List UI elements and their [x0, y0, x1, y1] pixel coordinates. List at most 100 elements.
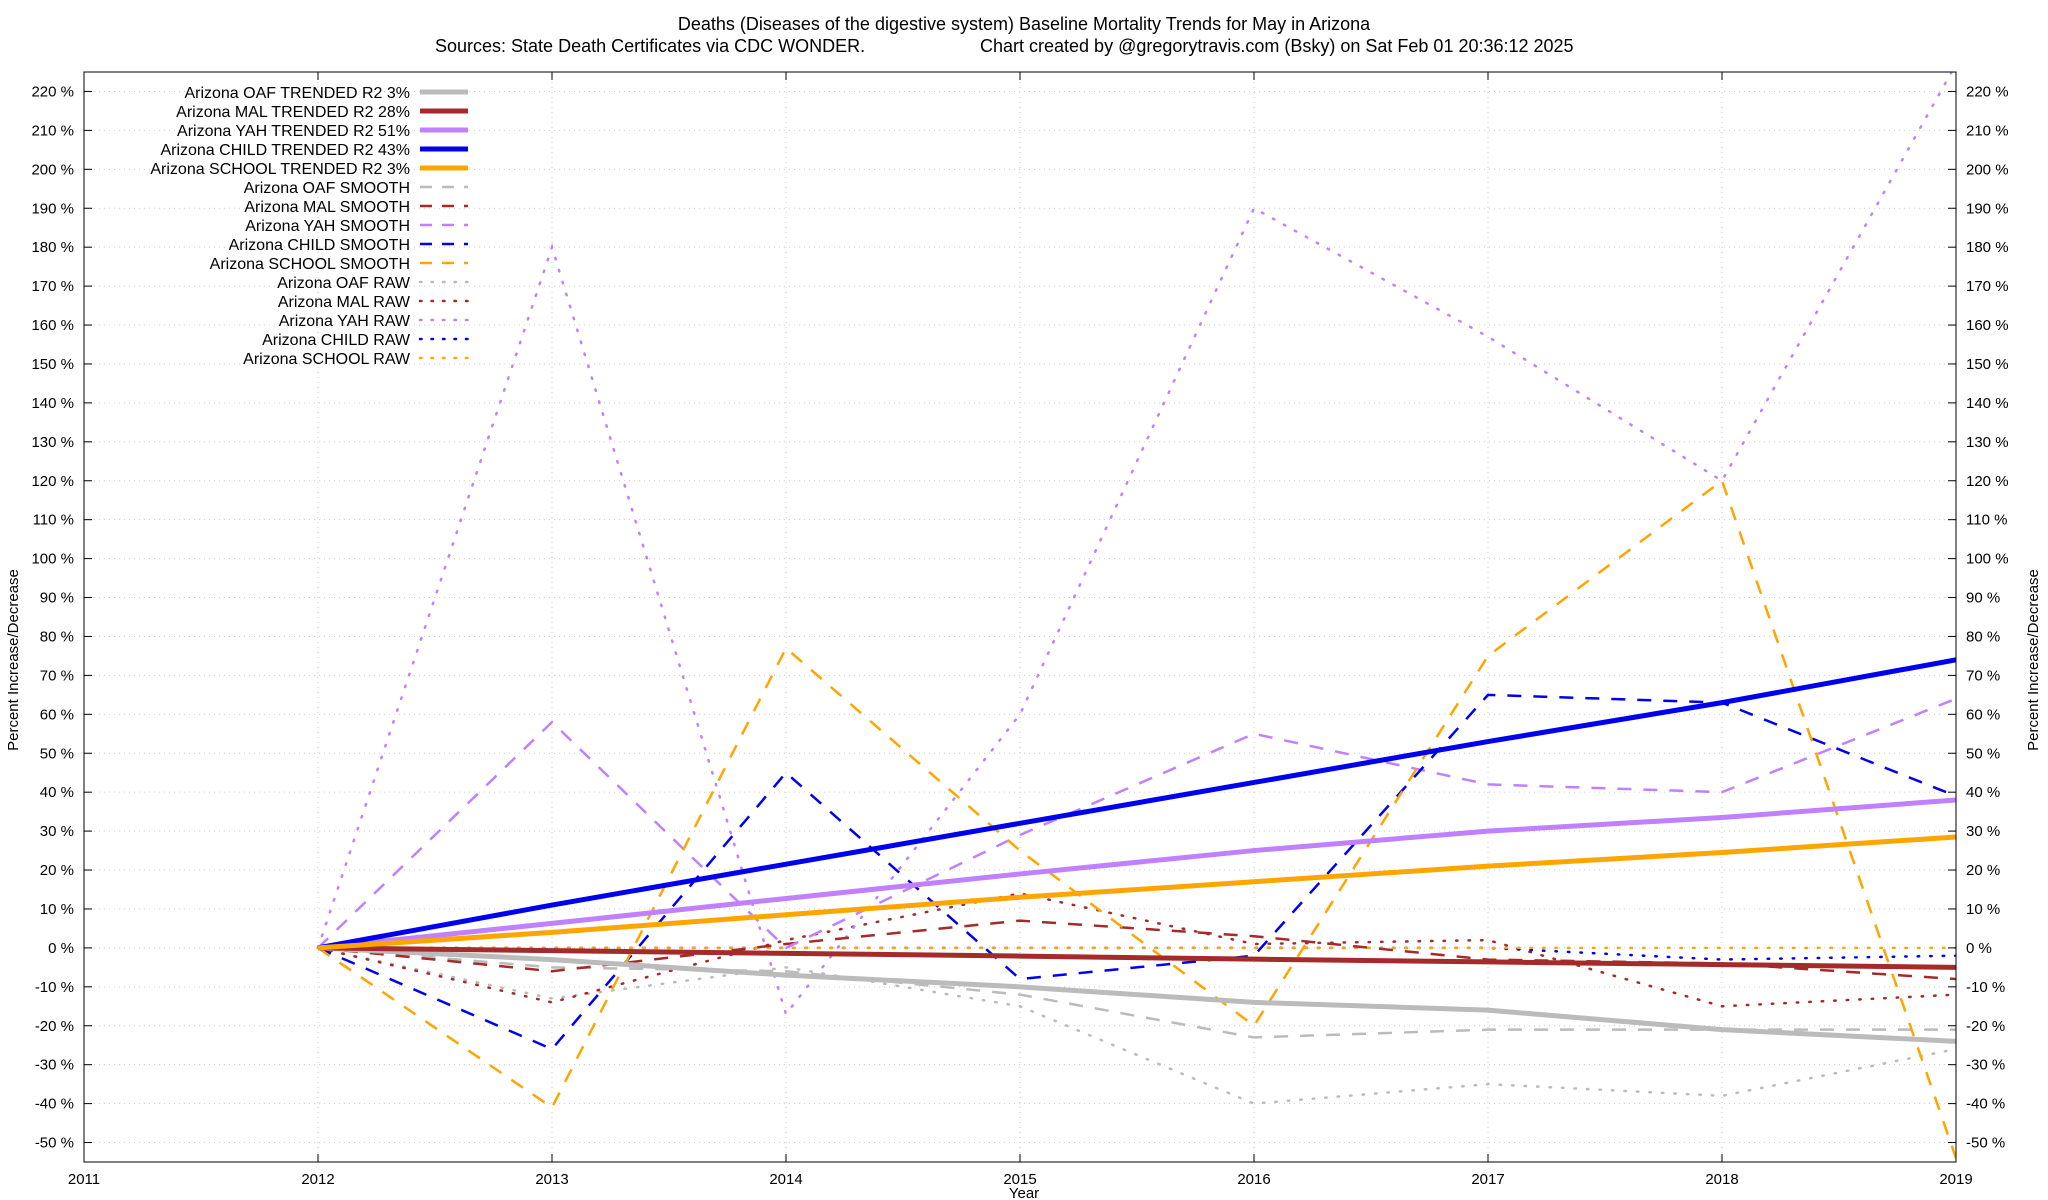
y2-tick-label: 160 % — [1966, 317, 2009, 334]
y-tick-label: 120 % — [31, 473, 74, 490]
y2-tick-label: -40 % — [1966, 1096, 2005, 1113]
y-tick-label: 200 % — [31, 161, 74, 178]
y2-tick-label: 10 % — [1966, 901, 2000, 918]
x-tick-label: 2017 — [1471, 1171, 1504, 1188]
x-axis-label: Year — [1009, 1185, 1039, 1200]
series-arizona-oaf-trended-r2-3 — [317, 945, 1956, 1044]
y-tick-label: 110 % — [33, 512, 74, 529]
series-arizona-school-smooth — [317, 478, 1956, 1159]
y-tick-label: 70 % — [40, 667, 74, 684]
y-tick-label: 150 % — [31, 356, 74, 373]
legend-label-arizona-oaf-raw: Arizona OAF RAW — [277, 275, 411, 292]
y2-tick-label: 100 % — [1966, 551, 2009, 568]
y-tick-label: -40 % — [35, 1096, 74, 1113]
legend-label-arizona-child-raw: Arizona CHILD RAW — [262, 332, 411, 349]
y2-axis-label: Percent Increase/Decrease — [2025, 569, 2042, 751]
y-tick-label: 170 % — [31, 278, 74, 295]
legend-label-arizona-mal-trended-r2-28: Arizona MAL TRENDED R2 28% — [176, 104, 410, 121]
x-tick-label: 2014 — [769, 1171, 802, 1188]
y-tick-label: -10 % — [35, 979, 74, 996]
series-arizona-oaf-smooth — [317, 946, 1956, 1039]
y2-tick-label: 70 % — [1966, 667, 2000, 684]
tick-labels: 2011 2012 2013 2014 2015 2016 2017 2018 2019 -50 … — [31, 83, 2008, 1188]
y-tick-label: 60 % — [40, 706, 74, 723]
y-tick-label: 180 % — [31, 239, 74, 256]
series-arizona-yah-trended-r2-51 — [317, 797, 1956, 951]
y2-tick-label: 90 % — [1966, 590, 2000, 607]
y-tick-label: 40 % — [40, 784, 74, 801]
axes — [83, 71, 1957, 1163]
x-tick-label: 2011 — [68, 1171, 100, 1188]
series-arizona-child-trended-r2-43 — [317, 657, 1956, 951]
y2-tick-label: 60 % — [1966, 706, 2000, 723]
y-tick-label: 100 % — [31, 551, 74, 568]
legend-label-arizona-oaf-smooth: Arizona OAF SMOOTH — [244, 180, 410, 197]
legend-label-arizona-yah-smooth: Arizona YAH SMOOTH — [245, 218, 410, 235]
y2-tick-label: 190 % — [1966, 200, 2009, 217]
y-tick-label: 130 % — [31, 434, 74, 451]
y-tick-label: 210 % — [31, 122, 74, 139]
legend-label-arizona-oaf-trended-r2-3: Arizona OAF TRENDED R2 3% — [184, 85, 410, 102]
x-tick-label: 2016 — [1237, 1171, 1270, 1188]
y2-tick-label: 180 % — [1966, 239, 2009, 256]
y-tick-label: 30 % — [40, 823, 74, 840]
y-tick-label: -50 % — [35, 1135, 74, 1152]
legend: Arizona OAF TRENDED R2 3% Arizona MAL TRE… — [150, 85, 470, 368]
y2-tick-label: -30 % — [1966, 1057, 2005, 1074]
legend-label-arizona-child-trended-r2-43: Arizona CHILD TRENDED R2 43% — [160, 142, 410, 159]
chart-subtitle-credit: Chart created by @gregorytravis.com (Bsk… — [980, 36, 1574, 56]
x-tick-label: 2012 — [301, 1171, 334, 1188]
series-arizona-oaf-raw — [316, 946, 1956, 1105]
series-arizona-mal-trended-r2-28 — [317, 945, 1956, 970]
y2-tick-label: 200 % — [1966, 161, 2009, 178]
y-tick-label: 80 % — [40, 628, 74, 645]
y2-tick-label: 130 % — [1966, 434, 2009, 451]
y-tick-label: 90 % — [40, 590, 74, 607]
series-arizona-child-smooth — [317, 693, 1956, 1051]
y-tick-label: 0 % — [48, 940, 74, 957]
legend-label-arizona-mal-raw: Arizona MAL RAW — [278, 294, 411, 311]
y-tick-label: 160 % — [31, 317, 74, 334]
legend-label-arizona-school-raw: Arizona SCHOOL RAW — [243, 351, 411, 368]
y-tick-label: 50 % — [40, 745, 74, 762]
y2-tick-label: 50 % — [1966, 745, 2000, 762]
y2-tick-label: 110 % — [1966, 512, 2007, 529]
series-arizona-school-trended-r2-3 — [317, 834, 1956, 951]
legend-label-arizona-mal-smooth: Arizona MAL SMOOTH — [244, 199, 410, 216]
y2-tick-label: 140 % — [1966, 395, 2009, 412]
y2-tick-label: 20 % — [1966, 862, 2000, 879]
legend-label-arizona-yah-trended-r2-51: Arizona YAH TRENDED R2 51% — [177, 123, 410, 140]
y2-tick-label: 120 % — [1966, 473, 2009, 490]
y-tick-label: 140 % — [31, 395, 74, 412]
series-arizona-yah-smooth — [317, 697, 1956, 950]
legend-label-arizona-yah-raw: Arizona YAH RAW — [279, 313, 411, 330]
legend-label-arizona-school-smooth: Arizona SCHOOL SMOOTH — [210, 256, 410, 273]
y-tick-label: 20 % — [40, 862, 74, 879]
grid — [83, 72, 1957, 1162]
x-tick-label: 2015 — [1003, 1171, 1036, 1188]
y2-tick-label: -20 % — [1966, 1018, 2005, 1035]
series-arizona-yah-raw — [316, 72, 1954, 1017]
x-tick-label: 2013 — [535, 1171, 568, 1188]
y-tick-label: -20 % — [35, 1018, 74, 1035]
y2-tick-label: 170 % — [1966, 278, 2009, 295]
chart-title: Deaths (Diseases of the digestive system… — [678, 14, 1371, 34]
y-tick-label: 220 % — [31, 83, 74, 100]
x-tick-label: 2018 — [1705, 1171, 1738, 1188]
legend-label-arizona-school-trended-r2-3: Arizona SCHOOL TRENDED R2 3% — [150, 161, 410, 178]
y-tick-label: 190 % — [31, 200, 74, 217]
y-tick-label: 10 % — [40, 901, 74, 918]
legend-label-arizona-child-smooth: Arizona CHILD SMOOTH — [229, 237, 410, 254]
y-axis-label: Percent Increase/Decrease — [5, 569, 22, 751]
y2-tick-label: -50 % — [1966, 1135, 2005, 1152]
y2-tick-label: 150 % — [1966, 356, 2009, 373]
series-layer — [316, 72, 1956, 1159]
y2-tick-label: 220 % — [1966, 83, 2009, 100]
y2-tick-label: 80 % — [1966, 628, 2000, 645]
y2-tick-label: 210 % — [1966, 122, 2009, 139]
series-arizona-child-raw — [316, 946, 1956, 961]
chart-subtitle-sources: Sources: State Death Certificates via CD… — [435, 36, 865, 56]
y-tick-label: -30 % — [35, 1057, 74, 1074]
y2-tick-label: 40 % — [1966, 784, 2000, 801]
